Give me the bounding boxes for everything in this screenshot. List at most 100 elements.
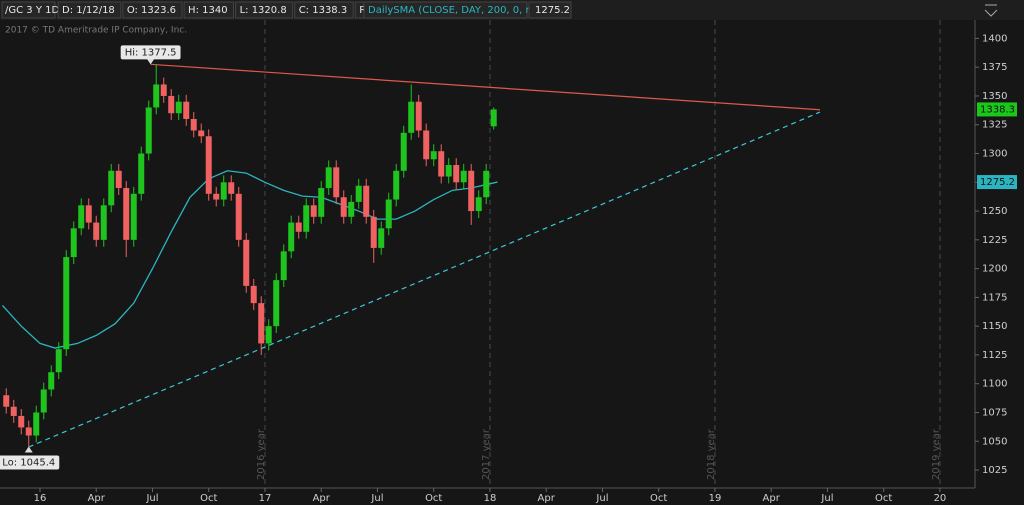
annotation-pointer	[24, 446, 33, 453]
study-box[interactable]	[363, 1, 528, 19]
candle-body	[138, 153, 145, 194]
x-tick-label: Oct	[200, 493, 217, 504]
candle-body	[355, 185, 362, 202]
candle-body	[40, 389, 47, 413]
header-field: O: 1323.6	[127, 5, 176, 16]
candle-body	[63, 257, 70, 350]
candle-body	[363, 185, 370, 217]
x-tick-label: Oct	[425, 493, 442, 504]
candle-body	[438, 151, 445, 177]
y-tick-label: 1150	[982, 321, 1007, 332]
candle-body	[228, 182, 235, 194]
candle-body	[273, 280, 280, 327]
menu-icon[interactable]	[984, 4, 998, 17]
header-field: C: 1338.3	[299, 5, 348, 16]
candle-body	[198, 130, 205, 137]
candle-body	[490, 109, 497, 127]
y-tick-label: 1100	[982, 379, 1007, 390]
year-break-label: 2017 year	[481, 428, 492, 480]
symbol-box[interactable]	[1, 1, 56, 19]
candle-body	[468, 170, 475, 212]
year-break-label: 2018 year	[706, 428, 717, 480]
x-tick-label: 18	[484, 493, 497, 504]
x-tick-label: Jul	[820, 493, 833, 504]
candle-body	[70, 228, 77, 258]
candle-body	[78, 205, 85, 229]
y-tick-label: 1025	[982, 465, 1007, 476]
candle-body	[348, 201, 355, 217]
candle-body	[460, 170, 467, 183]
annotation: Lo: 1045.4	[2, 458, 55, 469]
candle-body	[385, 199, 392, 229]
candle-body	[18, 415, 25, 428]
annotation-box	[120, 45, 181, 60]
candle-body	[295, 222, 302, 232]
y-tick-label: 1050	[982, 436, 1007, 447]
header-fields: D: 1/12/18 O: 1323.6 H: 1340 L: 1320.8 C: 13…	[57, 1, 402, 19]
candle-body	[160, 84, 167, 96]
candle-body	[100, 205, 107, 240]
candle-body	[400, 132, 407, 171]
x-tick-label: Apr	[313, 493, 331, 504]
y-tick-label: 1375	[982, 62, 1007, 73]
candle-body	[123, 188, 130, 240]
y-tick-label: 1200	[982, 264, 1007, 275]
candle-body	[115, 170, 122, 189]
header-field: H: 1340	[188, 5, 228, 16]
candle-body	[10, 406, 17, 416]
header-field-box	[183, 1, 235, 19]
candle-body	[453, 165, 460, 183]
candle-body	[265, 326, 272, 344]
candle-body	[475, 197, 482, 212]
y-tick-label: 1175	[982, 292, 1007, 303]
header-field: D: 1/12/18	[62, 5, 115, 16]
candle-body	[130, 193, 137, 240]
y-tick-label: 1300	[982, 149, 1007, 160]
sma-line	[2, 170, 498, 349]
y-tick-label: 1325	[982, 120, 1007, 131]
candle-body	[378, 228, 385, 248]
candle-body	[48, 372, 55, 390]
candle-body	[423, 130, 430, 160]
candle-body	[25, 427, 32, 436]
y-tick-label: 1075	[982, 407, 1007, 418]
candle-body	[153, 84, 160, 108]
candle-body	[370, 216, 377, 248]
candle-body	[183, 101, 190, 119]
annotation: Hi: 1377.5	[125, 47, 177, 58]
y-tick-label: 1250	[982, 206, 1007, 217]
price-tag	[977, 102, 1017, 117]
candle-body	[220, 182, 227, 200]
trendline	[150, 63, 820, 111]
header-field: L: 1320.8	[240, 5, 287, 16]
candle-body	[85, 205, 92, 223]
year-break-label: 2016 year	[256, 428, 267, 480]
candle-body	[168, 95, 175, 114]
candle-body	[445, 165, 452, 177]
x-tick-label: Apr	[88, 493, 106, 504]
candle-body	[303, 205, 310, 232]
candle-body	[205, 136, 212, 194]
x-tick-label: Apr	[538, 493, 556, 504]
y-tick-label: 1350	[982, 91, 1007, 102]
candle-body	[33, 412, 40, 436]
candle-body	[325, 167, 332, 189]
candle-body	[108, 170, 115, 206]
trendline	[28, 111, 821, 448]
candle-body	[145, 107, 152, 154]
study-value-box	[528, 1, 572, 19]
x-tick-label: Oct	[650, 493, 667, 504]
x-tick-label: Apr	[763, 493, 781, 504]
candle-body	[318, 188, 325, 217]
candle-body	[93, 222, 100, 240]
candle-body	[430, 151, 437, 160]
candle-body	[340, 197, 347, 217]
study: DailySMA (CLOSE, DAY, 200, 0, no)	[368, 5, 542, 16]
price-tag-label: 1275.2	[980, 177, 1015, 188]
annotation-pointer	[146, 58, 155, 65]
copyright: 2017 © TD Ameritrade IP Company, Inc.	[5, 26, 187, 36]
x-tick-label: Oct	[875, 493, 892, 504]
candle-body	[213, 193, 220, 200]
